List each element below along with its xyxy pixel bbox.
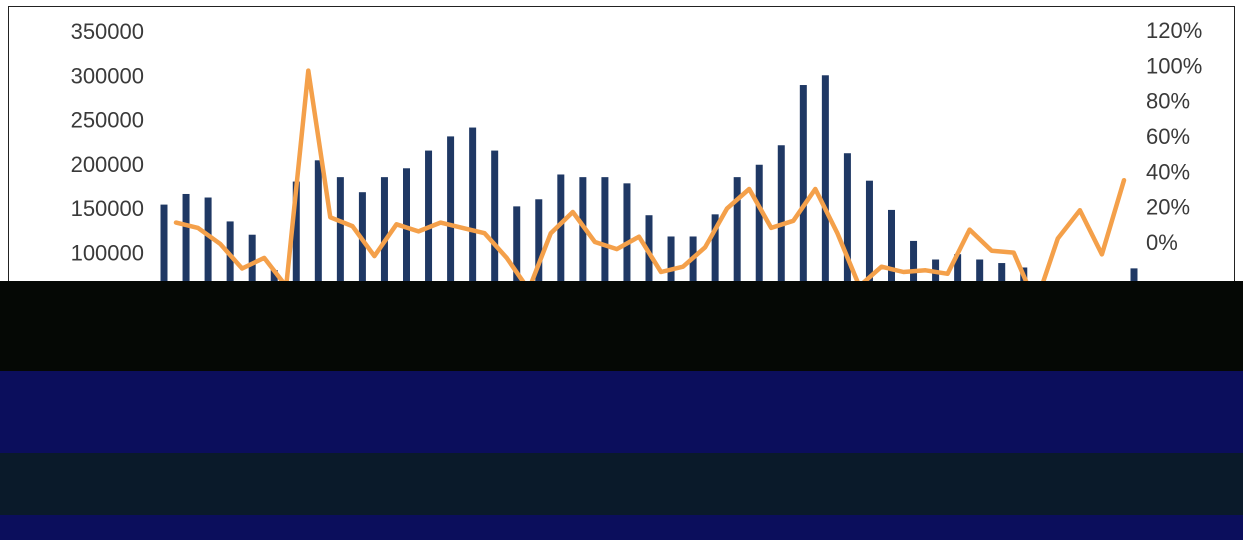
bar: [403, 168, 410, 341]
right-tick-label: 100%: [1146, 53, 1202, 78]
bar: [777, 145, 785, 341]
bar: [469, 127, 477, 342]
bar: [711, 214, 719, 341]
left-tick-label: 100000: [71, 240, 144, 265]
bar: [447, 136, 455, 341]
right-tick-label: 20%: [1146, 195, 1190, 220]
left-tick-label: 200000: [71, 152, 144, 177]
bar: [535, 199, 543, 341]
bar: [601, 177, 609, 341]
bar: [204, 197, 212, 341]
right-axis: 120% 100% 80% 60% 40% 20% 0%: [1146, 18, 1202, 255]
bar: [358, 192, 366, 341]
left-tick-label: 350000: [71, 19, 144, 44]
bar: [843, 153, 851, 341]
bar: [579, 177, 587, 341]
growth-line: [173, 68, 1127, 307]
right-tick-label: 80%: [1146, 89, 1190, 114]
corrupted-region-legend: [0, 515, 1243, 540]
corrupted-region-dark: [0, 281, 1243, 371]
bar: [557, 174, 565, 341]
bar: [292, 181, 300, 341]
bar: [755, 164, 763, 341]
bar: [799, 85, 807, 342]
corrupted-region-navy: [0, 371, 1243, 453]
bar: [336, 177, 344, 341]
corrupted-region-teal: [0, 453, 1243, 515]
left-axis: 350000 300000 250000 200000 150000 100000: [71, 19, 144, 265]
bar: [160, 204, 168, 341]
right-tick-label: 120%: [1146, 18, 1202, 43]
bar: [733, 177, 741, 341]
left-tick-label: 300000: [71, 63, 144, 88]
bar: [380, 177, 388, 341]
bar: [865, 180, 873, 341]
right-tick-label: 0%: [1146, 230, 1178, 255]
right-tick-label: 60%: [1146, 124, 1190, 149]
bar: [888, 209, 895, 341]
bar: [182, 193, 190, 341]
bar: [645, 215, 653, 341]
bar: [314, 160, 322, 341]
right-tick-label: 40%: [1146, 159, 1190, 184]
left-tick-label: 250000: [71, 108, 144, 133]
left-tick-label: 150000: [71, 196, 144, 221]
bar: [425, 150, 433, 341]
line-series: [173, 68, 1127, 307]
bar: [623, 183, 631, 341]
